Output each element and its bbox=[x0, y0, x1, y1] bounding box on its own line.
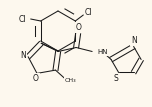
Text: S: S bbox=[113, 74, 118, 83]
Text: Cl: Cl bbox=[19, 15, 26, 24]
Text: N: N bbox=[131, 36, 136, 45]
Text: N: N bbox=[20, 51, 26, 60]
Text: O: O bbox=[75, 23, 81, 32]
Text: Cl: Cl bbox=[85, 7, 92, 16]
Text: CH₃: CH₃ bbox=[65, 78, 76, 83]
Text: O: O bbox=[33, 74, 39, 83]
Text: HN: HN bbox=[97, 50, 108, 56]
